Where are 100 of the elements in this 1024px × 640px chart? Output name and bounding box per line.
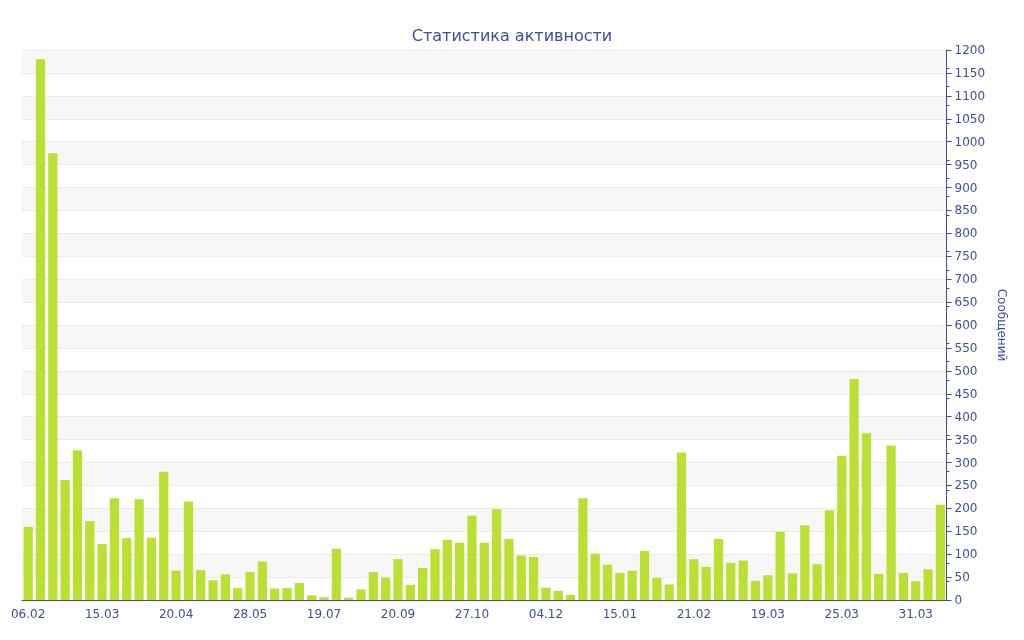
bar (602, 564, 613, 600)
bar (516, 555, 526, 600)
bar (874, 573, 884, 600)
bar (491, 509, 502, 600)
x-tick-label: 19.03 (750, 607, 785, 621)
bar (270, 588, 280, 600)
y-tick-label: 450 (954, 386, 978, 401)
bar (652, 578, 662, 600)
bar (837, 455, 847, 600)
bar (405, 584, 415, 600)
bar (886, 445, 896, 600)
bar (849, 379, 859, 600)
bar (923, 569, 933, 600)
y-tick-label: 700 (954, 272, 978, 287)
bar (122, 538, 132, 600)
bar (479, 542, 489, 600)
bar (282, 588, 292, 600)
x-tick-label: 27.10 (454, 607, 490, 621)
y-axis-title: Сообщений (995, 288, 1009, 362)
bar (627, 570, 637, 600)
bar (171, 570, 181, 600)
y-tick-label: 500 (954, 363, 978, 378)
bar (565, 594, 576, 600)
y-tick-label: 250 (954, 478, 978, 493)
bar (898, 572, 909, 600)
bar (418, 567, 428, 600)
x-tick-label: 15.01 (602, 607, 638, 621)
x-tick-label: 28.05 (232, 607, 268, 621)
bar (159, 471, 169, 600)
x-tick-label: 20.04 (158, 607, 194, 621)
bar (664, 584, 674, 600)
bar (861, 433, 872, 600)
bar (750, 580, 761, 600)
bar (35, 59, 46, 600)
y-tick-label: 750 (954, 249, 978, 264)
y-tick-label: 1050 (954, 111, 986, 126)
y-tick-label: 1000 (954, 134, 986, 149)
bar (800, 525, 810, 600)
y-tick-label: 800 (954, 226, 978, 241)
x-tick-label: 25.03 (824, 607, 859, 621)
bar (331, 548, 341, 600)
x-tick-label: 15.03 (84, 607, 120, 621)
y-tick-label: 400 (954, 409, 978, 424)
bar (109, 498, 120, 600)
y-tick-label: 1200 (954, 43, 986, 57)
bar (23, 526, 33, 600)
y-tick-label: 950 (954, 157, 978, 172)
y-tick-label: 150 (954, 524, 978, 539)
bar (676, 452, 687, 600)
bar (196, 570, 206, 600)
y-tick-label: 1150 (954, 65, 986, 80)
bar (442, 539, 452, 600)
bar (294, 583, 304, 600)
bar (553, 590, 563, 600)
x-tick-label: 31.03 (898, 607, 933, 621)
x-tick-label: 06.02 (10, 607, 46, 621)
bar (578, 498, 588, 600)
bar (911, 581, 921, 600)
bar (504, 539, 514, 600)
bar (208, 580, 218, 600)
bar (701, 567, 711, 600)
bar (307, 595, 317, 600)
y-tick-label: 350 (954, 432, 978, 447)
x-tick-label: 04.12 (528, 607, 564, 621)
y-tick-label: 650 (954, 295, 978, 310)
y-tick-label: 900 (954, 180, 978, 195)
bar (775, 531, 785, 600)
bar (368, 572, 378, 600)
bar (48, 153, 58, 600)
bar (257, 561, 267, 600)
y-tick-label: 200 (954, 501, 978, 516)
bar (356, 589, 366, 600)
bar (763, 575, 773, 600)
bar (812, 564, 822, 600)
y-tick-label: 100 (954, 547, 978, 562)
bar (541, 587, 551, 600)
bar (726, 562, 736, 600)
bar (615, 572, 625, 600)
y-tick-label: 600 (954, 318, 978, 332)
bar (713, 539, 724, 600)
y-tick-label: 0 (954, 593, 963, 607)
y-tick-label: 1100 (954, 88, 986, 103)
bar (393, 559, 403, 600)
bar (824, 510, 835, 600)
bar (738, 560, 748, 600)
bar (72, 450, 83, 600)
y-tick-label: 300 (954, 455, 978, 470)
bar (60, 479, 70, 600)
x-tick-label: 20.09 (380, 607, 416, 621)
bar (220, 574, 231, 600)
x-tick-label: 21.02 (676, 607, 712, 621)
bar (787, 573, 798, 600)
bar (381, 577, 391, 600)
bar (134, 499, 144, 600)
bar (528, 556, 539, 600)
bar (183, 501, 194, 600)
bar (97, 544, 107, 600)
bar (85, 521, 95, 600)
y-tick-label: 850 (954, 203, 978, 218)
bar (430, 549, 440, 600)
